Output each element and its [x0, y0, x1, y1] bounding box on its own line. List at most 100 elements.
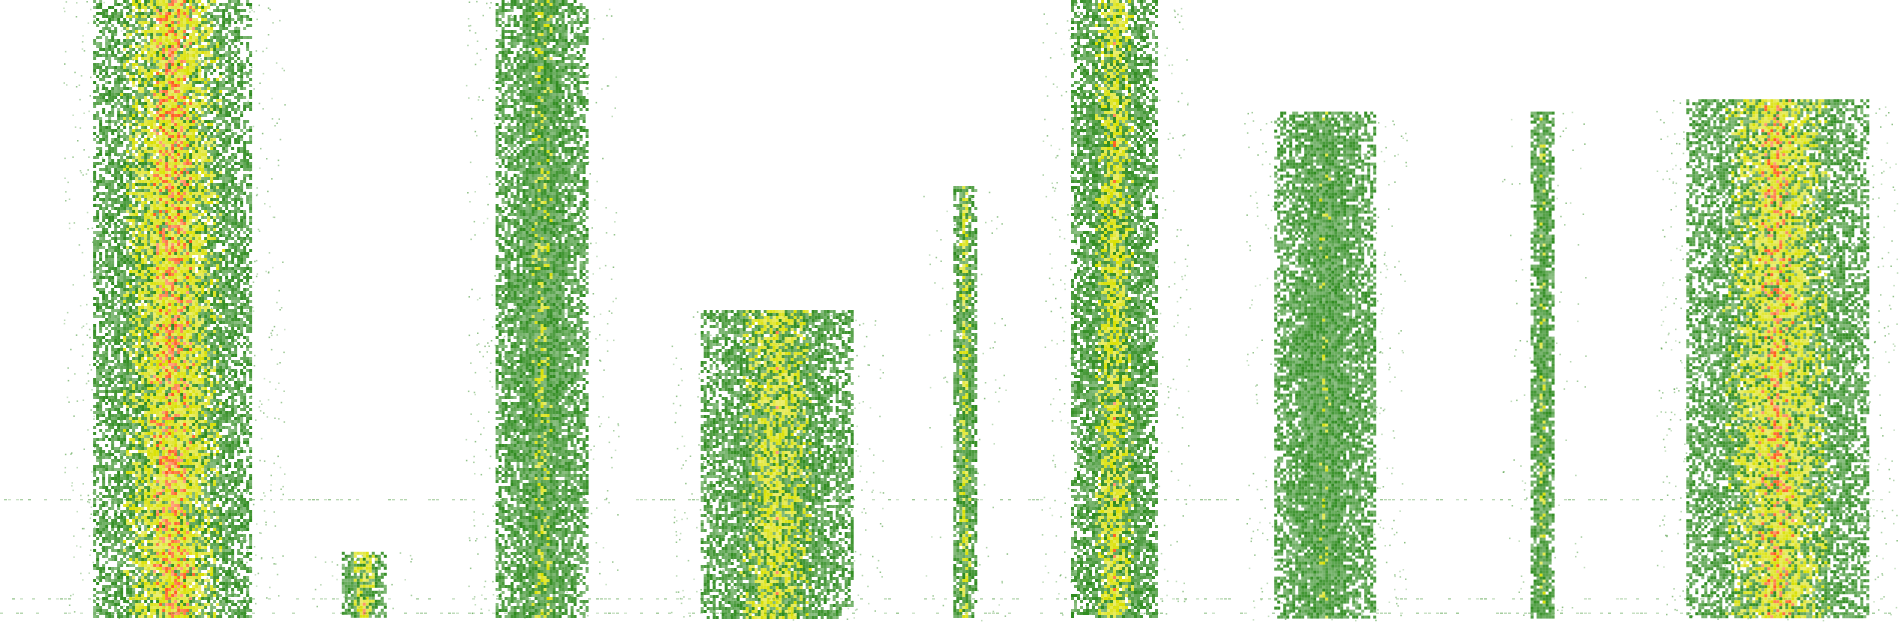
event-1-cell — [102, 93, 106, 96]
event-1-cell — [102, 276, 106, 279]
event-1-cell — [231, 243, 235, 246]
event-1-cell — [105, 201, 109, 204]
event-1-cell — [189, 291, 193, 294]
event-1-cell — [165, 33, 169, 36]
event-1-cell — [168, 270, 172, 273]
event-1-cell — [192, 9, 196, 12]
event-1-cell — [126, 69, 130, 72]
event-1-cell — [126, 81, 130, 84]
event-1-cell — [105, 276, 109, 279]
event-1-cell — [198, 102, 202, 105]
event-1-haze — [72, 156, 74, 158]
event-1-cell — [144, 18, 148, 21]
event-1-cell — [102, 237, 106, 240]
event-1-cell — [165, 75, 169, 78]
event-1-cell — [126, 168, 130, 171]
event-1-cell — [153, 87, 157, 90]
event-1-cell — [144, 120, 148, 123]
event-1-cell — [144, 291, 148, 294]
event-1-cell — [156, 204, 160, 207]
event-1-cell — [147, 165, 151, 168]
event-1-cell — [96, 219, 100, 222]
event-1-cell — [234, 171, 238, 174]
event-1-cell — [180, 90, 184, 93]
event-1-haze — [216, 467, 219, 469]
event-1-cell — [138, 21, 142, 24]
event-1-cell — [237, 261, 241, 264]
event-1-cell — [165, 195, 169, 198]
event-1-cell — [126, 24, 130, 27]
event-1-cell — [198, 165, 202, 168]
event-1-cell — [162, 18, 166, 21]
event-1-cell — [204, 63, 208, 66]
event-1-cell — [156, 273, 160, 276]
event-1-cell — [153, 51, 157, 54]
event-1-cell — [120, 204, 124, 207]
event-1-cell — [156, 75, 160, 78]
event-1-cell — [192, 108, 196, 111]
event-1-haze — [86, 334, 89, 336]
event-1-cell — [102, 12, 106, 15]
event-1-cell — [222, 285, 226, 288]
event-1-cell — [195, 144, 199, 147]
event-1-cell — [117, 270, 121, 273]
event-1-haze — [89, 364, 91, 366]
event-1-cell — [246, 105, 250, 108]
event-1-cell — [207, 174, 211, 177]
event-1-cell — [171, 51, 175, 54]
event-1-cell — [162, 219, 166, 222]
event-1-cell — [201, 51, 205, 54]
event-1-cell — [228, 138, 232, 141]
event-1-cell — [105, 27, 109, 30]
event-1-cell — [156, 30, 160, 33]
event-1-cell — [165, 198, 169, 201]
event-1-cell — [114, 120, 118, 123]
event-1-cell — [123, 99, 127, 102]
event-1-haze — [88, 156, 90, 158]
event-1-cell — [144, 156, 148, 159]
event-1-cell — [144, 78, 148, 81]
event-1-cell — [207, 63, 211, 66]
event-1-haze — [64, 453, 67, 456]
event-1-cell — [189, 240, 193, 243]
event-1-haze — [216, 555, 218, 558]
event-1-cell — [234, 39, 238, 42]
event-1-cell — [132, 9, 136, 12]
event-1-cell — [153, 165, 157, 168]
event-1-cell — [222, 282, 226, 285]
event-1-cell — [207, 135, 211, 138]
event-1-cell — [144, 273, 148, 276]
event-1-cell — [216, 222, 220, 225]
event-1-cell — [153, 225, 157, 228]
event-1-cell — [189, 18, 193, 21]
event-1-haze — [68, 401, 70, 403]
event-1-cell — [168, 0, 172, 3]
event-1-cell — [126, 117, 130, 120]
event-1-cell — [204, 90, 208, 93]
event-1-cell — [198, 135, 202, 138]
event-1-cell — [159, 78, 163, 81]
event-1-haze — [252, 310, 255, 312]
event-1-cell — [225, 93, 229, 96]
event-1-cell — [237, 69, 241, 72]
event-1-cell — [168, 204, 172, 207]
event-1-cell — [147, 132, 151, 135]
event-1-cell — [177, 291, 181, 294]
event-1-cell — [123, 282, 127, 285]
event-1-cell — [225, 279, 229, 282]
event-1-cell — [213, 261, 217, 264]
event-1-cell — [210, 66, 214, 69]
event-1-cell — [162, 165, 166, 168]
event-1-cell — [168, 27, 172, 30]
event-1-cell — [138, 225, 142, 228]
event-1-cell — [180, 24, 184, 27]
event-1-cell — [207, 93, 211, 96]
event-1-cell — [126, 264, 130, 267]
event-1-cell — [96, 246, 100, 249]
event-1-cell — [126, 0, 130, 3]
event-1-cell — [246, 165, 250, 168]
event-1-cell — [222, 159, 226, 162]
event-1-cell — [159, 87, 163, 90]
event-1-cell — [213, 264, 217, 267]
event-1-cell — [93, 132, 97, 135]
